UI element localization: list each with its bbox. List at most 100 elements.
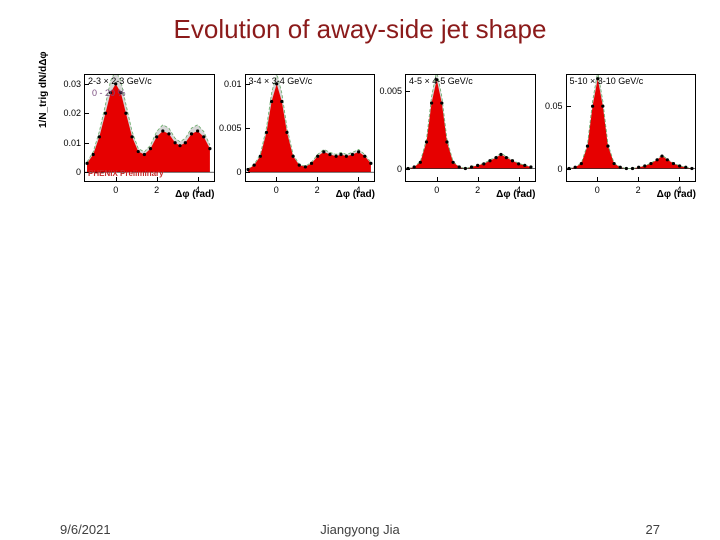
ytick: 0.005 (376, 86, 402, 96)
ytick: 0 (55, 167, 81, 177)
data-marker (350, 153, 353, 156)
data-marker (590, 105, 593, 108)
data-marker (280, 100, 283, 103)
slide-title: Evolution of away-side jet shape (0, 14, 720, 45)
xaxis-label: Δφ (rad) (175, 189, 214, 200)
data-marker (196, 129, 199, 132)
data-marker (190, 132, 193, 135)
chart-panel-0: 1/N_trig dN/dΔφ02400.010.020.032-3 × 2-3… (56, 70, 215, 200)
data-marker (264, 131, 267, 134)
data-marker (464, 167, 467, 170)
xtick: 2 (315, 185, 320, 195)
data-marker (601, 105, 604, 108)
data-marker (660, 154, 663, 157)
data-marker (690, 167, 693, 170)
xtick: 0 (595, 185, 600, 195)
data-marker (269, 100, 272, 103)
data-marker (470, 165, 473, 168)
charts-row: 1/N_trig dN/dΔφ02400.010.020.032-3 × 2-3… (56, 70, 696, 200)
ytick: 0 (216, 167, 242, 177)
data-marker (511, 159, 514, 162)
data-fill (569, 79, 692, 169)
data-marker (655, 158, 658, 161)
data-marker (419, 161, 422, 164)
data-marker (499, 153, 502, 156)
data-marker (445, 140, 448, 143)
xtick: 2 (475, 185, 480, 195)
chart-panel-2: 02400.0054-5 × 4-5 GeV/c Δφ (rad) (377, 70, 536, 200)
data-marker (505, 156, 508, 159)
data-marker (161, 129, 164, 132)
plot-box: 02400.05 (566, 74, 697, 182)
data-marker (606, 144, 609, 147)
data-marker (246, 168, 249, 171)
data-marker (406, 167, 409, 170)
panel-range-label: 4-5 × 4-5 GeV/c (409, 76, 473, 86)
ytick: 0.01 (216, 79, 242, 89)
footer-date: 9/6/2021 (60, 522, 111, 537)
data-marker (425, 140, 428, 143)
ytick: 0 (537, 164, 563, 174)
data-marker (678, 164, 681, 167)
data-marker (494, 156, 497, 159)
xaxis-label: Δφ (rad) (657, 189, 696, 200)
data-marker (482, 162, 485, 165)
plot-box: 02400.005 (405, 74, 536, 182)
plot-svg (406, 75, 535, 181)
data-marker (124, 112, 127, 115)
data-marker (303, 165, 306, 168)
data-marker (671, 162, 674, 165)
data-marker (413, 165, 416, 168)
data-marker (98, 135, 101, 138)
ytick: 0.02 (55, 108, 81, 118)
data-marker (252, 164, 255, 167)
data-marker (309, 162, 312, 165)
data-marker (155, 135, 158, 138)
plot-box: 02400.0050.01 (245, 74, 376, 182)
data-marker (649, 162, 652, 165)
xtick: 2 (636, 185, 641, 195)
data-marker (567, 167, 570, 170)
plot-svg (567, 75, 696, 181)
data-marker (85, 162, 88, 165)
data-marker (130, 135, 133, 138)
data-marker (344, 155, 347, 158)
data-marker (357, 150, 360, 153)
data-marker (202, 135, 205, 138)
data-marker (316, 155, 319, 158)
data-marker (167, 132, 170, 135)
data-marker (637, 166, 640, 169)
panel-range-label: 2-3 × 2-3 GeV/c (88, 76, 152, 86)
data-marker (285, 131, 288, 134)
footer-page: 27 (646, 522, 660, 537)
data-marker (529, 165, 532, 168)
centrality-label: 0 - 20 % (92, 88, 126, 98)
ytick: 0.005 (216, 123, 242, 133)
data-marker (440, 101, 443, 104)
data-marker (476, 164, 479, 167)
data-marker (643, 164, 646, 167)
panel-range-label: 5-10 × 3-10 GeV/c (570, 76, 644, 86)
data-marker (339, 153, 342, 156)
xaxis-label: Δφ (rad) (496, 189, 535, 200)
chart-panel-3: 02400.055-10 × 3-10 GeV/c Δφ (rad) (538, 70, 697, 200)
data-marker (523, 164, 526, 167)
data-marker (684, 166, 687, 169)
panel-range-label: 3-4 × 3-4 GeV/c (249, 76, 313, 86)
data-marker (579, 162, 582, 165)
data-marker (585, 144, 588, 147)
yaxis-label: 1/N_trig dN/dΔφ (38, 51, 49, 128)
data-marker (297, 164, 300, 167)
data-marker (104, 112, 107, 115)
data-marker (149, 147, 152, 150)
data-marker (369, 162, 372, 165)
xtick: 0 (113, 185, 118, 195)
data-marker (334, 155, 337, 158)
ytick: 0.03 (55, 79, 81, 89)
data-marker (573, 166, 576, 169)
data-marker (458, 165, 461, 168)
data-marker (451, 161, 454, 164)
ytick: 0.05 (537, 101, 563, 111)
data-marker (488, 159, 491, 162)
data-marker (92, 153, 95, 156)
